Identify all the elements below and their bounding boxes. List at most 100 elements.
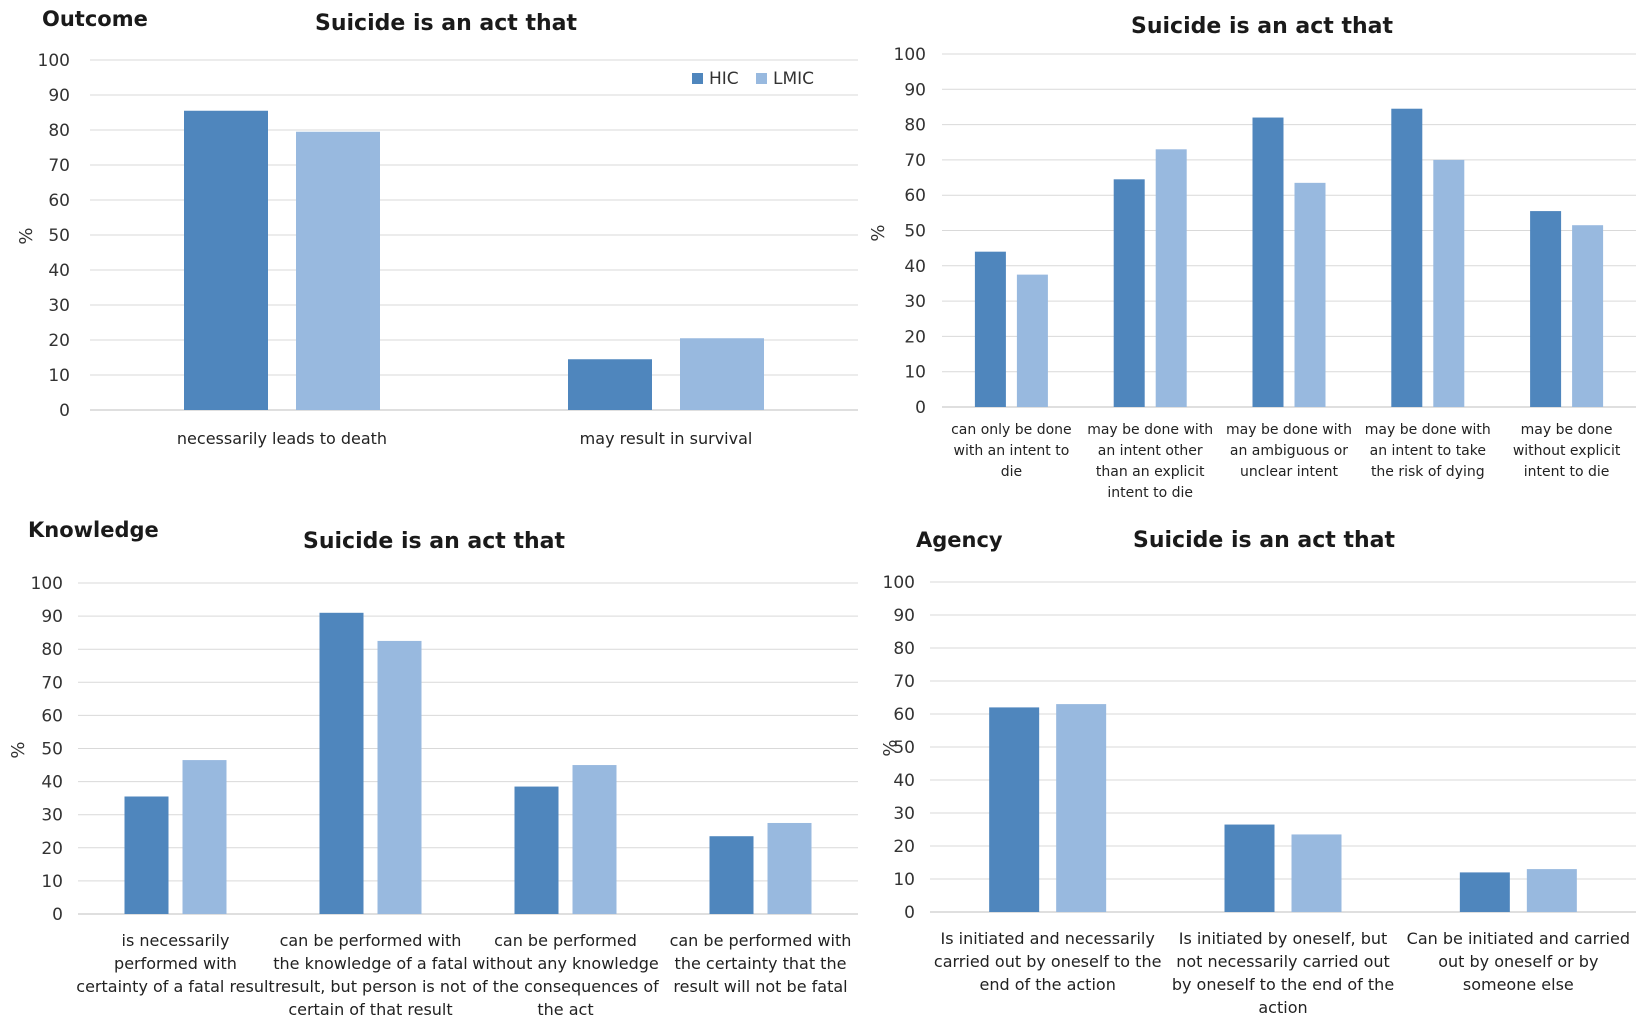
y-tick-label: 70 <box>48 156 70 176</box>
x-category-label: the certainty that the <box>675 954 847 973</box>
y-tick-label: 100 <box>894 45 926 65</box>
x-category-label: without explicit <box>1513 443 1621 459</box>
y-tick-label: 20 <box>904 327 926 347</box>
y-tick-label: 60 <box>41 706 63 726</box>
x-category-label: may be done with <box>1087 422 1213 438</box>
x-category-label: Is initiated and necessarily <box>941 929 1155 948</box>
section-label: Agency <box>916 528 1003 552</box>
y-tick-label: 100 <box>31 574 63 594</box>
y-axis-label: % <box>16 227 37 244</box>
chart-title: Suicide is an act that <box>303 529 566 554</box>
y-tick-label: 80 <box>48 121 70 141</box>
x-category-label: unclear intent <box>1240 464 1338 480</box>
y-tick-label: 70 <box>904 151 926 171</box>
y-tick-label: 0 <box>59 401 70 421</box>
bar-hic <box>124 796 169 914</box>
legend-swatch-hic <box>692 73 703 84</box>
x-category-label: Can be initiated and carried <box>1407 929 1630 948</box>
x-category-label: the risk of dying <box>1371 464 1485 480</box>
y-tick-label: 40 <box>41 773 63 793</box>
y-axis-label: % <box>880 739 901 756</box>
y-tick-label: 40 <box>893 771 915 791</box>
x-category-label: the act <box>537 1000 593 1019</box>
x-category-label: may be done with <box>1365 422 1491 438</box>
bar-hic <box>1224 824 1275 912</box>
y-tick-label: 60 <box>893 705 915 725</box>
x-category-label: an ambiguous or <box>1230 443 1348 459</box>
x-category-label: with an intent to <box>954 443 1070 459</box>
bar-lmic <box>1155 149 1187 407</box>
y-tick-label: 90 <box>904 80 926 100</box>
bar-lmic <box>1294 182 1326 407</box>
x-category-label: than an explicit <box>1096 464 1205 480</box>
y-tick-label: 80 <box>41 640 63 660</box>
bar-hic <box>184 110 268 410</box>
x-category-label: Is initiated by oneself, but <box>1179 929 1388 948</box>
y-tick-label: 50 <box>48 226 70 246</box>
bar-lmic <box>182 760 227 914</box>
bar-hic <box>319 612 364 914</box>
y-tick-label: 50 <box>893 738 915 758</box>
x-category-label: is necessarily <box>122 931 230 950</box>
bar-lmic <box>572 765 617 914</box>
y-tick-label: 40 <box>48 261 70 281</box>
x-category-label: an intent to take <box>1370 443 1486 459</box>
y-tick-label: 90 <box>48 86 70 106</box>
x-category-label: performed with <box>114 954 237 973</box>
x-category-label: of the consequences of <box>472 977 659 996</box>
y-tick-label: 80 <box>893 639 915 659</box>
bar-lmic <box>1433 159 1465 407</box>
bar-lmic <box>680 338 764 410</box>
x-category-label: not necessarily carried out <box>1176 952 1390 971</box>
bar-hic <box>974 251 1006 407</box>
bar-hic <box>1459 872 1510 912</box>
x-category-label: an intent other <box>1098 443 1203 459</box>
y-tick-label: 50 <box>41 740 63 760</box>
bar-hic <box>1113 179 1145 407</box>
bar-lmic <box>377 640 422 914</box>
y-tick-label: 100 <box>883 573 915 593</box>
section-label: Knowledge <box>28 518 159 542</box>
x-category-label: may result in survival <box>580 429 753 448</box>
bar-lmic <box>767 822 812 914</box>
y-tick-label: 90 <box>893 606 915 626</box>
y-tick-label: 10 <box>41 872 63 892</box>
bar-hic <box>1391 108 1423 407</box>
legend-label-lmic: LMIC <box>773 69 814 89</box>
x-category-label: action <box>1258 998 1307 1017</box>
y-tick-label: 100 <box>38 51 70 71</box>
x-category-label: result will not be fatal <box>673 977 847 996</box>
y-tick-label: 60 <box>48 191 70 211</box>
y-tick-label: 40 <box>904 257 926 277</box>
x-category-label: someone else <box>1463 975 1574 994</box>
bar-lmic <box>1526 869 1577 912</box>
x-category-label: the knowledge of a fatal <box>273 954 468 973</box>
x-category-label: result, but person is not <box>275 977 466 996</box>
y-tick-label: 70 <box>893 672 915 692</box>
bar-lmic <box>1016 274 1048 407</box>
x-category-label: may be done <box>1521 422 1613 438</box>
x-category-label: can be performed with <box>670 931 852 950</box>
bar-hic <box>709 836 754 914</box>
chart-title: Suicide is an act that <box>1131 14 1394 39</box>
x-category-label: may be done with <box>1226 422 1352 438</box>
x-category-label: without any knowledge <box>472 954 658 973</box>
y-axis-label: % <box>8 741 29 758</box>
x-category-label: end of the action <box>980 975 1116 994</box>
bar-lmic <box>1572 225 1604 407</box>
y-tick-label: 50 <box>904 222 926 242</box>
bar-lmic <box>1056 704 1107 912</box>
x-category-label: certain of that result <box>288 1000 452 1019</box>
y-tick-label: 0 <box>904 903 915 923</box>
x-category-label: can only be done <box>951 422 1072 438</box>
x-category-label: necessarily leads to death <box>177 429 387 448</box>
y-tick-label: 0 <box>52 905 63 925</box>
bar-hic <box>1252 117 1284 407</box>
y-tick-label: 30 <box>893 804 915 824</box>
bar-lmic <box>1291 834 1342 912</box>
section-label: Outcome <box>42 7 148 31</box>
x-category-label: can be performed with <box>280 931 462 950</box>
y-tick-label: 20 <box>893 837 915 857</box>
y-tick-label: 90 <box>41 607 63 627</box>
